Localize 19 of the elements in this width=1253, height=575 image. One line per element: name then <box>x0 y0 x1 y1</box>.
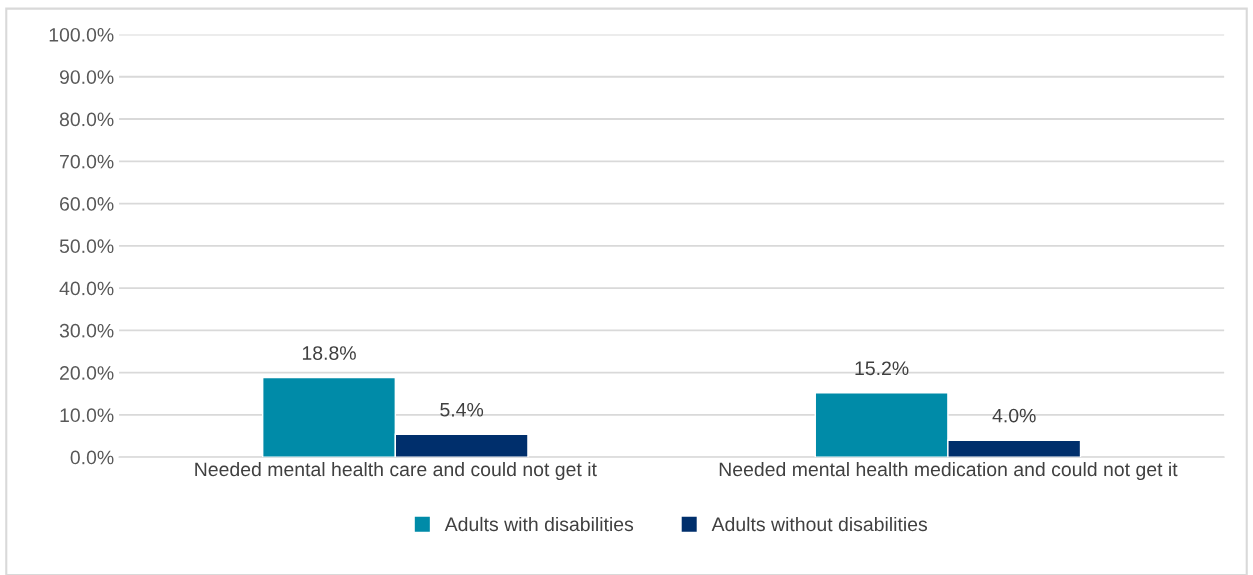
legend-label: Adults with disabilities <box>444 516 634 532</box>
data-label: 18.8% <box>302 346 356 360</box>
y-tick-label: 100.0% <box>49 27 114 42</box>
data-label: 5.4% <box>440 402 484 417</box>
x-tick-label: Needed mental health medication and could not get it <box>719 461 1178 481</box>
y-tick-label: 40.0% <box>59 281 114 296</box>
y-tick-label: 30.0% <box>59 323 114 338</box>
y-tick-label: 50.0% <box>59 239 114 254</box>
x-tick-label: Needed mental health care and could not get it <box>195 461 597 481</box>
y-tick-label: 10.0% <box>60 408 114 423</box>
y-tick-label: 90.0% <box>59 70 114 84</box>
legend-label: Adults without disabilities <box>711 516 928 532</box>
y-tick-label: 80.0% <box>59 112 114 127</box>
y-tick-label: 20.0% <box>60 366 114 380</box>
y-tick-label: 60.0% <box>60 197 114 211</box>
y-tick-label: 0.0% <box>70 450 114 465</box>
data-label: 15.2% <box>855 361 909 376</box>
data-label: 4.0% <box>992 408 1036 423</box>
y-tick-label: 70.0% <box>60 154 114 169</box>
